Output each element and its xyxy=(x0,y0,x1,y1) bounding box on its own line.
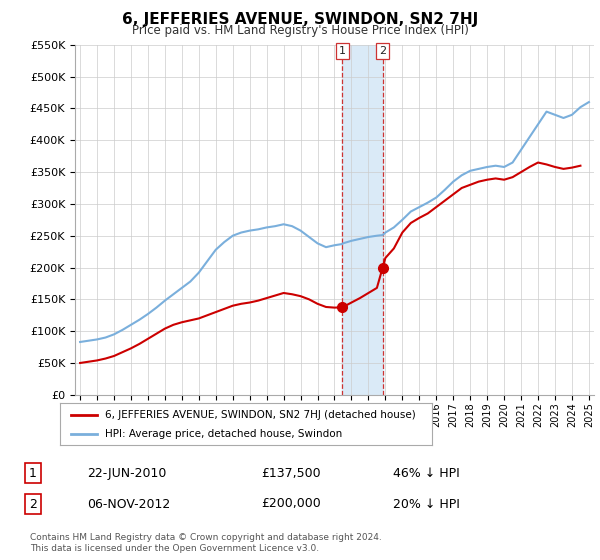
Text: Price paid vs. HM Land Registry's House Price Index (HPI): Price paid vs. HM Land Registry's House … xyxy=(131,24,469,36)
Text: £137,500: £137,500 xyxy=(261,466,320,480)
Text: Contains HM Land Registry data © Crown copyright and database right 2024.
This d: Contains HM Land Registry data © Crown c… xyxy=(30,533,382,553)
Text: 1: 1 xyxy=(339,46,346,56)
Bar xyxy=(343,45,383,395)
Text: 2: 2 xyxy=(29,497,37,511)
Text: 06-NOV-2012: 06-NOV-2012 xyxy=(87,497,170,511)
Text: 6, JEFFERIES AVENUE, SWINDON, SN2 7HJ: 6, JEFFERIES AVENUE, SWINDON, SN2 7HJ xyxy=(122,12,478,27)
Text: 6, JEFFERIES AVENUE, SWINDON, SN2 7HJ (detached house): 6, JEFFERIES AVENUE, SWINDON, SN2 7HJ (d… xyxy=(104,409,415,419)
Text: 22-JUN-2010: 22-JUN-2010 xyxy=(87,466,166,480)
Text: 46% ↓ HPI: 46% ↓ HPI xyxy=(393,466,460,480)
Text: 1: 1 xyxy=(29,466,37,480)
Text: HPI: Average price, detached house, Swindon: HPI: Average price, detached house, Swin… xyxy=(104,429,342,439)
Text: 2: 2 xyxy=(379,46,386,56)
Text: £200,000: £200,000 xyxy=(261,497,321,511)
Text: 20% ↓ HPI: 20% ↓ HPI xyxy=(393,497,460,511)
